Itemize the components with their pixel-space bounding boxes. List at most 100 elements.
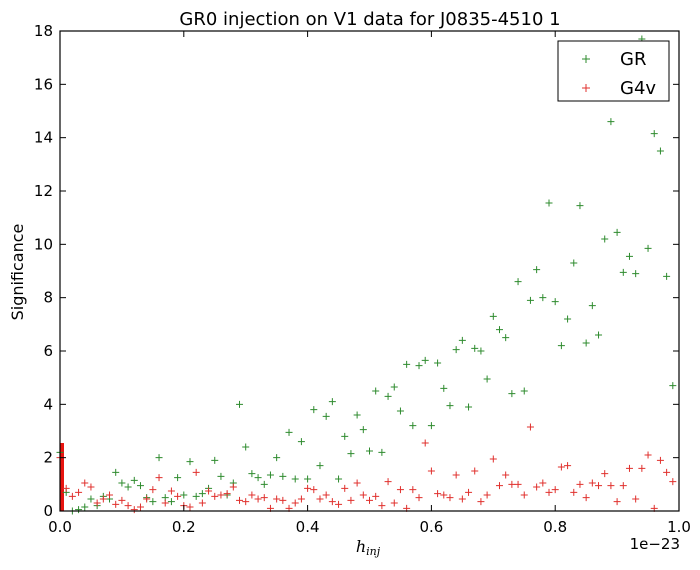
point-g4v	[520, 491, 528, 499]
point-gr	[75, 506, 83, 514]
point-g4v	[601, 470, 609, 478]
point-g4v	[62, 484, 70, 492]
point-g4v	[489, 455, 497, 463]
point-gr	[254, 474, 262, 482]
point-gr	[458, 336, 466, 344]
point-g4v	[328, 498, 336, 506]
point-g4v	[409, 486, 417, 494]
point-g4v	[75, 488, 83, 496]
x-tick-label: 0.0	[48, 518, 72, 536]
point-g4v	[595, 482, 603, 490]
point-g4v	[198, 499, 206, 507]
point-g4v	[545, 488, 553, 496]
point-gr	[564, 315, 572, 323]
point-gr	[440, 384, 448, 392]
point-g4v	[557, 463, 565, 471]
point-gr	[396, 407, 404, 415]
point-g4v	[304, 484, 312, 492]
x-tick-label: 0.6	[419, 518, 443, 536]
point-g4v	[223, 490, 231, 498]
point-gr	[632, 270, 640, 278]
point-g4v	[384, 478, 392, 486]
point-gr	[669, 382, 677, 390]
point-g4v	[254, 495, 262, 503]
point-gr	[421, 356, 429, 364]
point-g4v	[316, 495, 324, 503]
point-gr	[489, 312, 497, 320]
point-gr	[273, 454, 281, 462]
point-gr	[520, 387, 528, 395]
point-gr	[601, 235, 609, 243]
point-g4v	[112, 500, 120, 508]
x-axis-label: hinj	[356, 537, 381, 558]
point-g4v	[632, 495, 640, 503]
point-g4v	[366, 496, 373, 504]
y-tick-label: 16	[34, 75, 53, 93]
point-g4v	[297, 495, 305, 503]
point-g4v	[143, 495, 151, 503]
point-g4v	[452, 471, 460, 479]
point-gr	[155, 454, 163, 462]
point-g4v	[427, 467, 435, 475]
point-gr	[502, 334, 510, 342]
y-tick-label: 10	[34, 235, 53, 253]
point-gr	[650, 130, 658, 138]
legend: GR G4v	[557, 40, 670, 102]
point-g4v	[526, 423, 534, 431]
x-tick-label: 1.0	[667, 518, 691, 536]
point-gr	[372, 387, 380, 395]
point-g4v	[663, 468, 671, 476]
point-g4v	[359, 491, 367, 499]
plot-frame	[59, 30, 680, 512]
point-gr	[427, 422, 435, 430]
y-tick-label: 12	[34, 182, 53, 200]
point-g4v	[242, 498, 250, 506]
x-axis: 0.0 0.2 0.4 0.6 0.8 1.0	[48, 31, 691, 536]
point-g4v	[211, 492, 219, 500]
point-gr	[526, 296, 534, 304]
point-gr	[471, 344, 479, 352]
point-gr	[607, 118, 615, 126]
point-g4v	[87, 483, 95, 491]
point-gr	[341, 432, 349, 440]
point-g4v	[495, 482, 503, 490]
point-g4v	[656, 456, 664, 464]
point-gr	[211, 456, 219, 464]
point-g4v	[458, 495, 466, 503]
point-gr	[136, 482, 144, 490]
point-gr	[248, 470, 256, 478]
point-gr	[409, 422, 417, 430]
point-g4v	[93, 499, 101, 507]
point-g4v	[322, 491, 330, 499]
legend-box	[557, 40, 670, 102]
point-gr	[588, 302, 596, 310]
highlight-band	[60, 443, 64, 511]
point-gr	[359, 426, 367, 434]
y-tick-label: 8	[43, 289, 53, 307]
point-g4v	[260, 494, 268, 502]
point-g4v	[353, 479, 361, 487]
point-g4v	[378, 502, 386, 510]
point-g4v	[551, 486, 559, 494]
point-gr	[260, 480, 268, 488]
point-gr	[174, 474, 182, 482]
point-gr	[514, 278, 522, 286]
point-g4v	[99, 495, 107, 503]
point-g4v	[372, 492, 380, 500]
point-g4v	[341, 484, 349, 492]
point-g4v	[613, 498, 621, 506]
point-gr	[316, 462, 324, 470]
point-g4v	[167, 487, 175, 495]
point-gr	[297, 438, 305, 446]
point-gr	[656, 147, 664, 155]
point-gr	[353, 411, 361, 419]
point-g4v	[335, 500, 343, 508]
point-g4v	[161, 499, 169, 507]
x-tick-label: 0.8	[543, 518, 567, 536]
chart-title: GR0 injection on V1 data for J0835-4510 …	[179, 9, 560, 30]
point-g4v	[205, 487, 213, 495]
point-g4v	[582, 494, 590, 502]
point-gr	[415, 362, 423, 370]
point-gr	[81, 503, 89, 511]
